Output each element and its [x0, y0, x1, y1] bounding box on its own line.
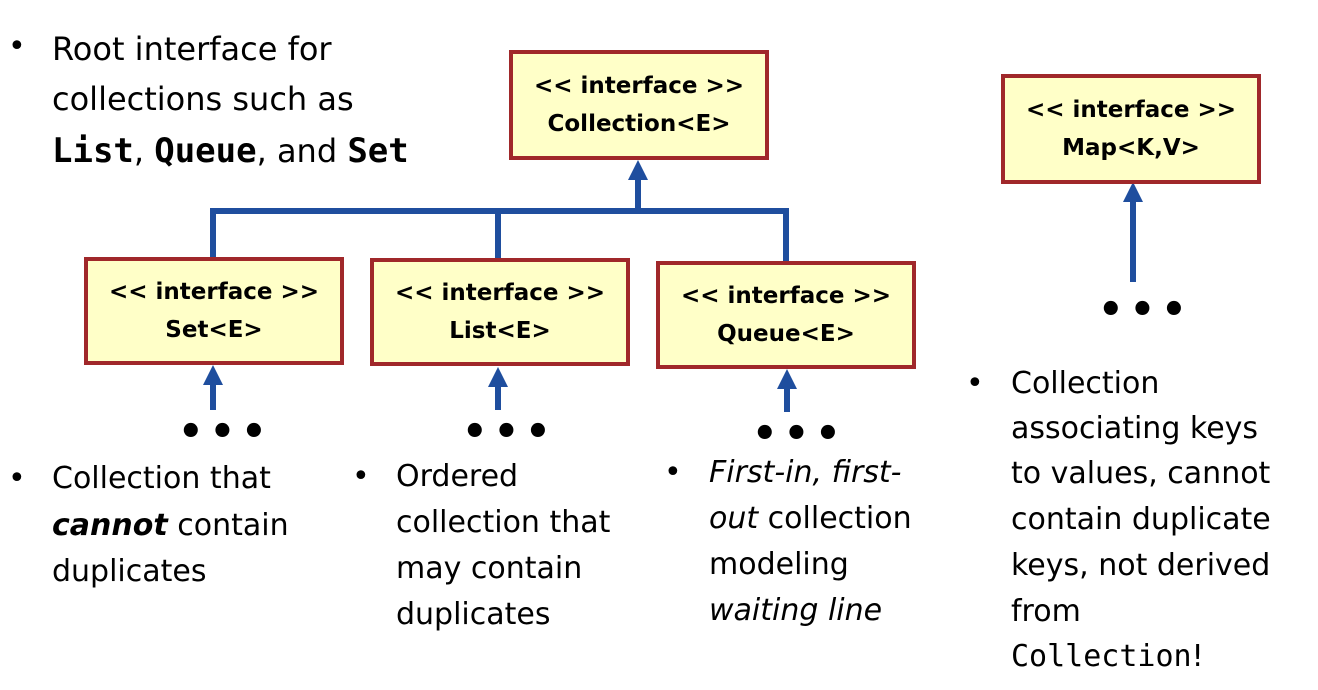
code-queue: Queue	[154, 131, 257, 171]
set-desc-line1: Collection that	[52, 461, 271, 496]
stereotype-label: << interface >>	[680, 283, 892, 309]
code-list: List	[52, 131, 134, 171]
map-ellipsis: •••	[1098, 287, 1193, 333]
sep2: , and	[256, 132, 338, 170]
queue-desc-line1: First-in, first-	[709, 455, 902, 490]
root-note-line2: collections such as	[52, 80, 354, 118]
collection-interface-box: << interface >> Collection<E>	[509, 50, 769, 160]
queue-name: Queue<E>	[717, 321, 855, 347]
stereotype-label: << interface >>	[394, 280, 606, 306]
set-arrowhead	[203, 365, 223, 385]
set-desc-line2: cannot contain	[52, 508, 289, 543]
list-desc-line3: may contain	[396, 551, 583, 586]
root-note-line1: Root interface for	[52, 30, 332, 68]
queue-ellipsis: •••	[752, 411, 847, 457]
queue-desc-line4: waiting line	[709, 593, 883, 628]
map-arrowhead	[1123, 182, 1143, 202]
code-collection: Collection	[1011, 639, 1192, 674]
map-name: Map<K,V>	[1062, 135, 1200, 161]
sep1: ,	[133, 132, 145, 170]
list-desc-line1: Ordered	[396, 459, 519, 494]
map-desc-line5: keys, not derived	[1011, 548, 1271, 583]
queue-interface-box: << interface >> Queue<E>	[656, 261, 916, 369]
stereotype-label: << interface >>	[108, 279, 320, 305]
set-ellipsis: •••	[178, 409, 273, 455]
list-arrowhead	[488, 367, 508, 387]
stereotype-label: << interface >>	[533, 73, 745, 99]
code-set: Set	[347, 131, 409, 171]
bullet: •	[8, 29, 26, 64]
set-interface-box: << interface >> Set<E>	[84, 257, 344, 365]
queue-desc-line3: modeling	[709, 547, 849, 582]
map-interface-box: << interface >> Map<K,V>	[1001, 74, 1261, 184]
bullet: •	[664, 455, 682, 490]
set-name: Set<E>	[165, 317, 263, 343]
map-desc-line1: Collection	[1011, 366, 1160, 401]
collection-name: Collection<E>	[547, 111, 731, 137]
bullet: •	[8, 461, 26, 496]
list-interface-box: << interface >> List<E>	[370, 258, 630, 366]
list-desc-line4: duplicates	[396, 597, 551, 632]
list-name: List<E>	[449, 318, 551, 344]
queue-desc-line2: out collection	[709, 501, 912, 536]
root-note-line3: List, Queue, and Set	[52, 128, 409, 174]
map-desc-line6: from	[1011, 594, 1081, 629]
map-desc-line4: contain duplicate	[1011, 502, 1271, 537]
stereotype-label: << interface >>	[1025, 97, 1237, 123]
map-desc-line2: associating keys	[1011, 411, 1259, 446]
set-desc-line3: duplicates	[52, 554, 207, 589]
map-desc-line7: Collection!	[1011, 639, 1204, 674]
collection-arrowhead	[628, 160, 648, 180]
map-desc-line3: to values, cannot	[1011, 456, 1271, 491]
bullet: •	[966, 366, 984, 401]
queue-arrowhead	[777, 369, 797, 389]
bullet: •	[352, 459, 370, 494]
list-ellipsis: •••	[462, 409, 557, 455]
list-desc-line2: collection that	[396, 505, 611, 540]
emphasis-cannot: cannot	[52, 508, 168, 543]
